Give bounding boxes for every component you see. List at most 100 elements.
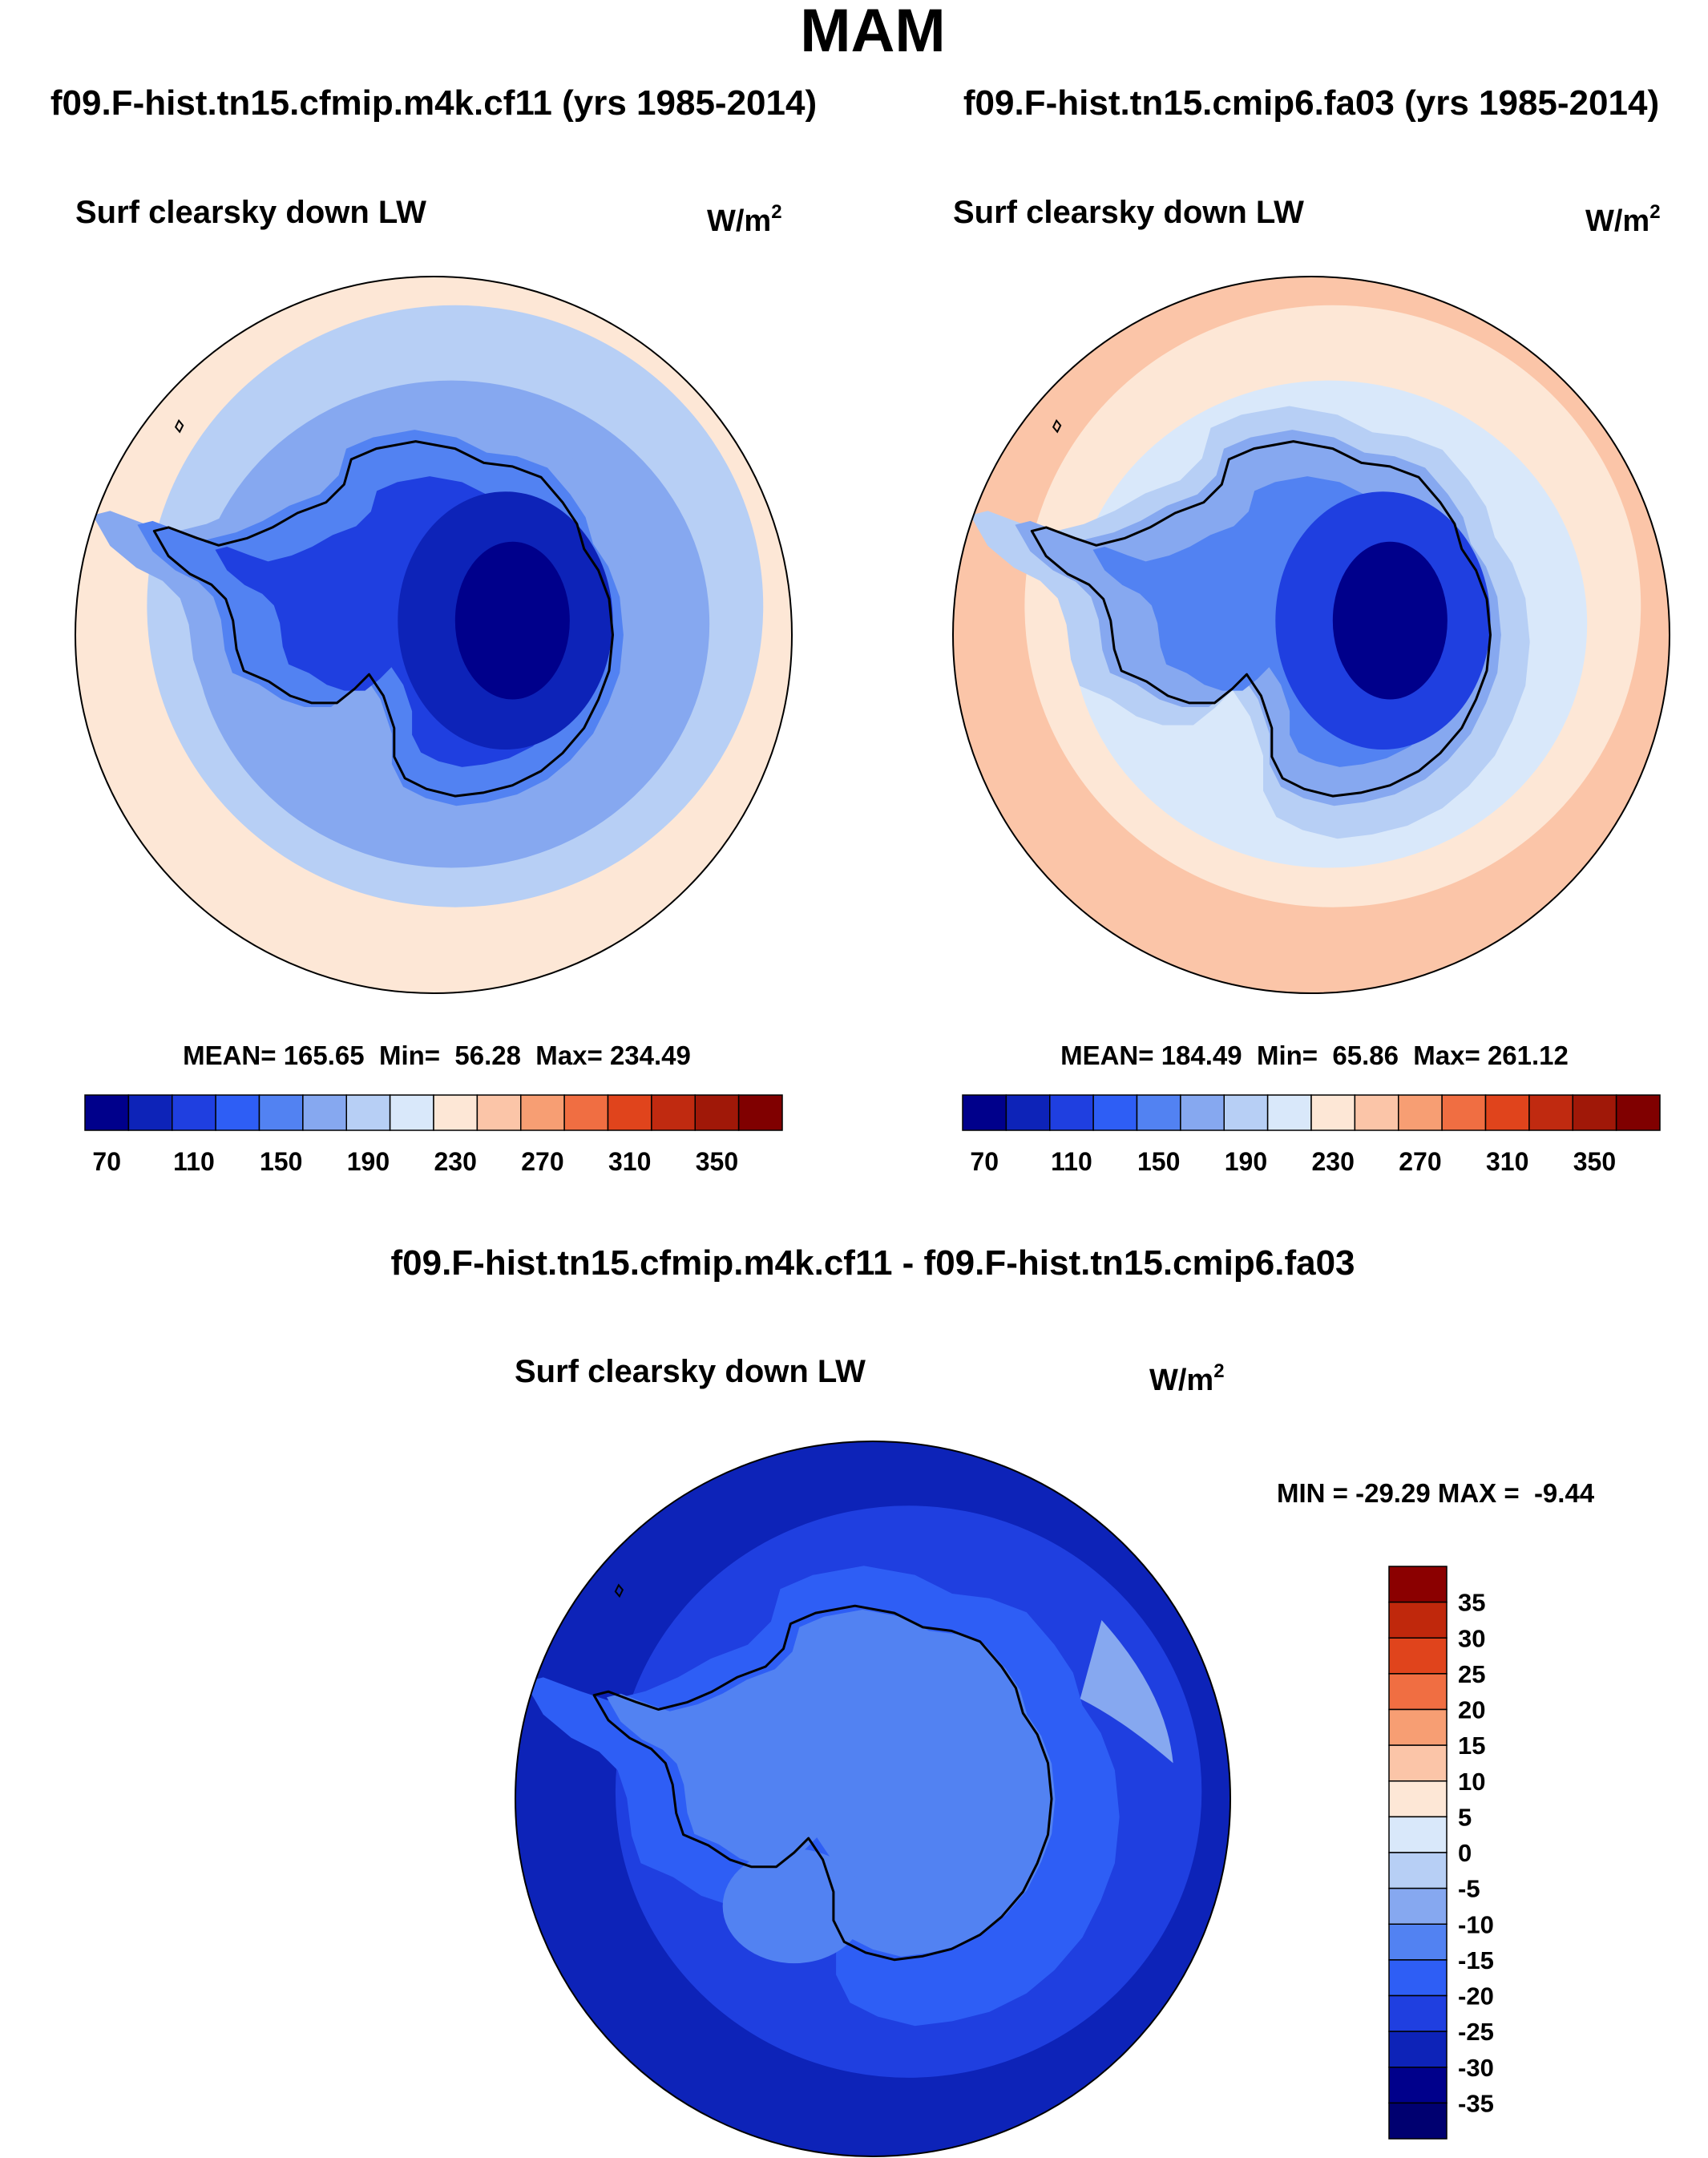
colorbar-tick-label: 35 <box>1458 1589 1485 1617</box>
colorbar-tick-label: 190 <box>347 1147 390 1176</box>
colorbar-swatch <box>1388 1780 1448 1818</box>
field-interior <box>607 1610 1056 1957</box>
colorbar-swatch <box>345 1094 391 1131</box>
colorbar-swatch <box>1354 1094 1399 1131</box>
variable-label: Surf clearsky down LW <box>75 195 426 230</box>
colorbar-tick-label: 110 <box>1051 1147 1092 1176</box>
variable-label: Surf clearsky down LW <box>515 1354 866 1389</box>
colorbar-swatch <box>389 1094 434 1131</box>
colorbar-swatch <box>1092 1094 1138 1131</box>
colorbar-swatch <box>1388 2031 1448 2068</box>
map-border <box>952 276 1670 994</box>
south-america-tip-outline <box>955 468 968 488</box>
colorbar-tick-label: 25 <box>1458 1660 1485 1688</box>
polar-map-cmip6 <box>953 277 1670 993</box>
colorbar-abs-2: 70 110 150 190 230 270 310 350 <box>962 1094 1661 1176</box>
colorbar-swatch <box>476 1094 522 1131</box>
colorbar-tick-label: 350 <box>696 1147 738 1176</box>
colorbar-swatch <box>127 1094 173 1131</box>
colorbar-tick-label: 5 <box>1458 1803 1472 1831</box>
colorbar-swatch <box>215 1094 260 1131</box>
colorbar-swatch <box>1615 1094 1661 1131</box>
field-weddell <box>722 1849 866 1964</box>
island-outline <box>614 1583 624 1598</box>
colorbar-swatch <box>1572 1094 1617 1131</box>
colorbar-swatch <box>1398 1094 1443 1131</box>
colorbar-swatch <box>1528 1094 1573 1131</box>
units-label: W/m2 <box>1149 1360 1225 1397</box>
colorbar-swatch <box>1388 2067 1448 2104</box>
colorbar-swatch <box>1136 1094 1181 1131</box>
field-plateau <box>454 541 570 700</box>
colorbar-swatch <box>1388 1637 1448 1675</box>
colorbar-swatch <box>1388 1994 1448 2032</box>
colorbar-tick-label: -5 <box>1458 1875 1480 1903</box>
polar-map-cfmip <box>75 277 792 993</box>
difference-title: f09.F-hist.tn15.cfmip.m4k.cf11 - f09.F-h… <box>390 1243 1355 1283</box>
colorbar-tick-label: 10 <box>1458 1768 1485 1796</box>
colorbar-swatch <box>1388 1673 1448 1711</box>
case-title: f09.F-hist.tn15.cmip6.fa03 (yrs 1985-201… <box>963 83 1659 123</box>
colorbar-swatch <box>737 1094 783 1131</box>
colorbar-swatch <box>1388 1959 1448 1997</box>
case-title: f09.F-hist.tn15.cfmip.m4k.cf11 (yrs 1985… <box>50 83 817 123</box>
colorbar-tick-label: 20 <box>1458 1696 1485 1724</box>
map-border <box>515 1441 1231 2157</box>
colorbar-tick-label: 30 <box>1458 1624 1485 1652</box>
units-label: W/m2 <box>707 201 782 238</box>
colorbar-tick-label: 190 <box>1225 1147 1267 1176</box>
panel-model-cmip6: f09.F-hist.tn15.cmip6.fa03 (yrs 1985-201… <box>952 83 1670 1176</box>
panel-difference: f09.F-hist.tn15.cfmip.m4k.cf11 - f09.F-h… <box>390 1243 1595 2157</box>
colorbar-swatch <box>1484 1094 1530 1131</box>
colorbar-swatch <box>1310 1094 1356 1131</box>
colorbar-tick-label: 310 <box>608 1147 651 1176</box>
colorbar-tick-label: -20 <box>1458 1982 1494 2010</box>
colorbar-swatch <box>1388 1566 1448 1603</box>
colorbar-swatch <box>520 1094 565 1131</box>
south-america-tip-outline <box>518 1632 531 1652</box>
island-outline <box>1052 418 1062 434</box>
colorbar-swatch <box>84 1094 130 1131</box>
map-border <box>75 276 793 994</box>
colorbar-swatch <box>1388 2102 1448 2140</box>
colorbar-tick-label: 15 <box>1458 1732 1485 1760</box>
colorbar-abs-1: 70 110 150 190 230 270 310 350 <box>84 1094 783 1176</box>
colorbar-tick-label: -10 <box>1458 1910 1494 1938</box>
colorbar-tick-label: 110 <box>173 1147 215 1176</box>
colorbar-tick-label: -30 <box>1458 2054 1494 2082</box>
colorbar-tick-label: 270 <box>521 1147 563 1176</box>
colorbar-swatch <box>962 1094 1007 1131</box>
units-label: W/m2 <box>1585 201 1661 238</box>
colorbar-tick-label: 230 <box>434 1147 476 1176</box>
colorbar-tick-label: 230 <box>1311 1147 1354 1176</box>
colorbar-swatch <box>258 1094 304 1131</box>
colorbar-swatch <box>1388 1923 1448 1961</box>
colorbar-swatch <box>651 1094 696 1131</box>
colorbar-swatch <box>1388 1816 1448 1853</box>
colorbar-tick-label: -35 <box>1458 2089 1494 2117</box>
colorbar-tick-label: 0 <box>1458 1839 1472 1867</box>
colorbar-tick-label: 270 <box>1399 1147 1441 1176</box>
south-america-tip-outline <box>78 468 91 488</box>
antarctica-coastline <box>1030 440 1492 798</box>
stats-label: MEAN= 165.65 Min= 56.28 Max= 234.49 <box>183 1041 691 1070</box>
colorbar-swatch <box>563 1094 609 1131</box>
colorbar-swatch <box>1266 1094 1312 1131</box>
min-max-label: MIN = -29.29 MAX = -9.44 <box>1277 1478 1595 1508</box>
colorbar-tick-label: 350 <box>1573 1147 1616 1176</box>
colorbar-swatch <box>607 1094 652 1131</box>
colorbar-tick-label: -25 <box>1458 2018 1494 2046</box>
colorbar-swatch <box>1388 1744 1448 1782</box>
colorbar-swatch <box>1223 1094 1269 1131</box>
field-plateau <box>1332 541 1448 700</box>
field-plateau-ridge <box>1080 1620 1173 1764</box>
polar-map-difference <box>515 1441 1230 2156</box>
colorbar-swatch <box>1180 1094 1225 1131</box>
colorbar-swatch <box>172 1094 216 1131</box>
variable-label: Surf clearsky down LW <box>953 195 1304 230</box>
colorbar-tick-label: 70 <box>92 1147 121 1176</box>
stats-label: MEAN= 184.49 Min= 65.86 Max= 261.12 <box>1060 1041 1569 1070</box>
colorbar-tick-label: 150 <box>260 1147 302 1176</box>
season-title: MAM <box>800 0 946 65</box>
colorbar-swatch <box>1388 1601 1448 1639</box>
